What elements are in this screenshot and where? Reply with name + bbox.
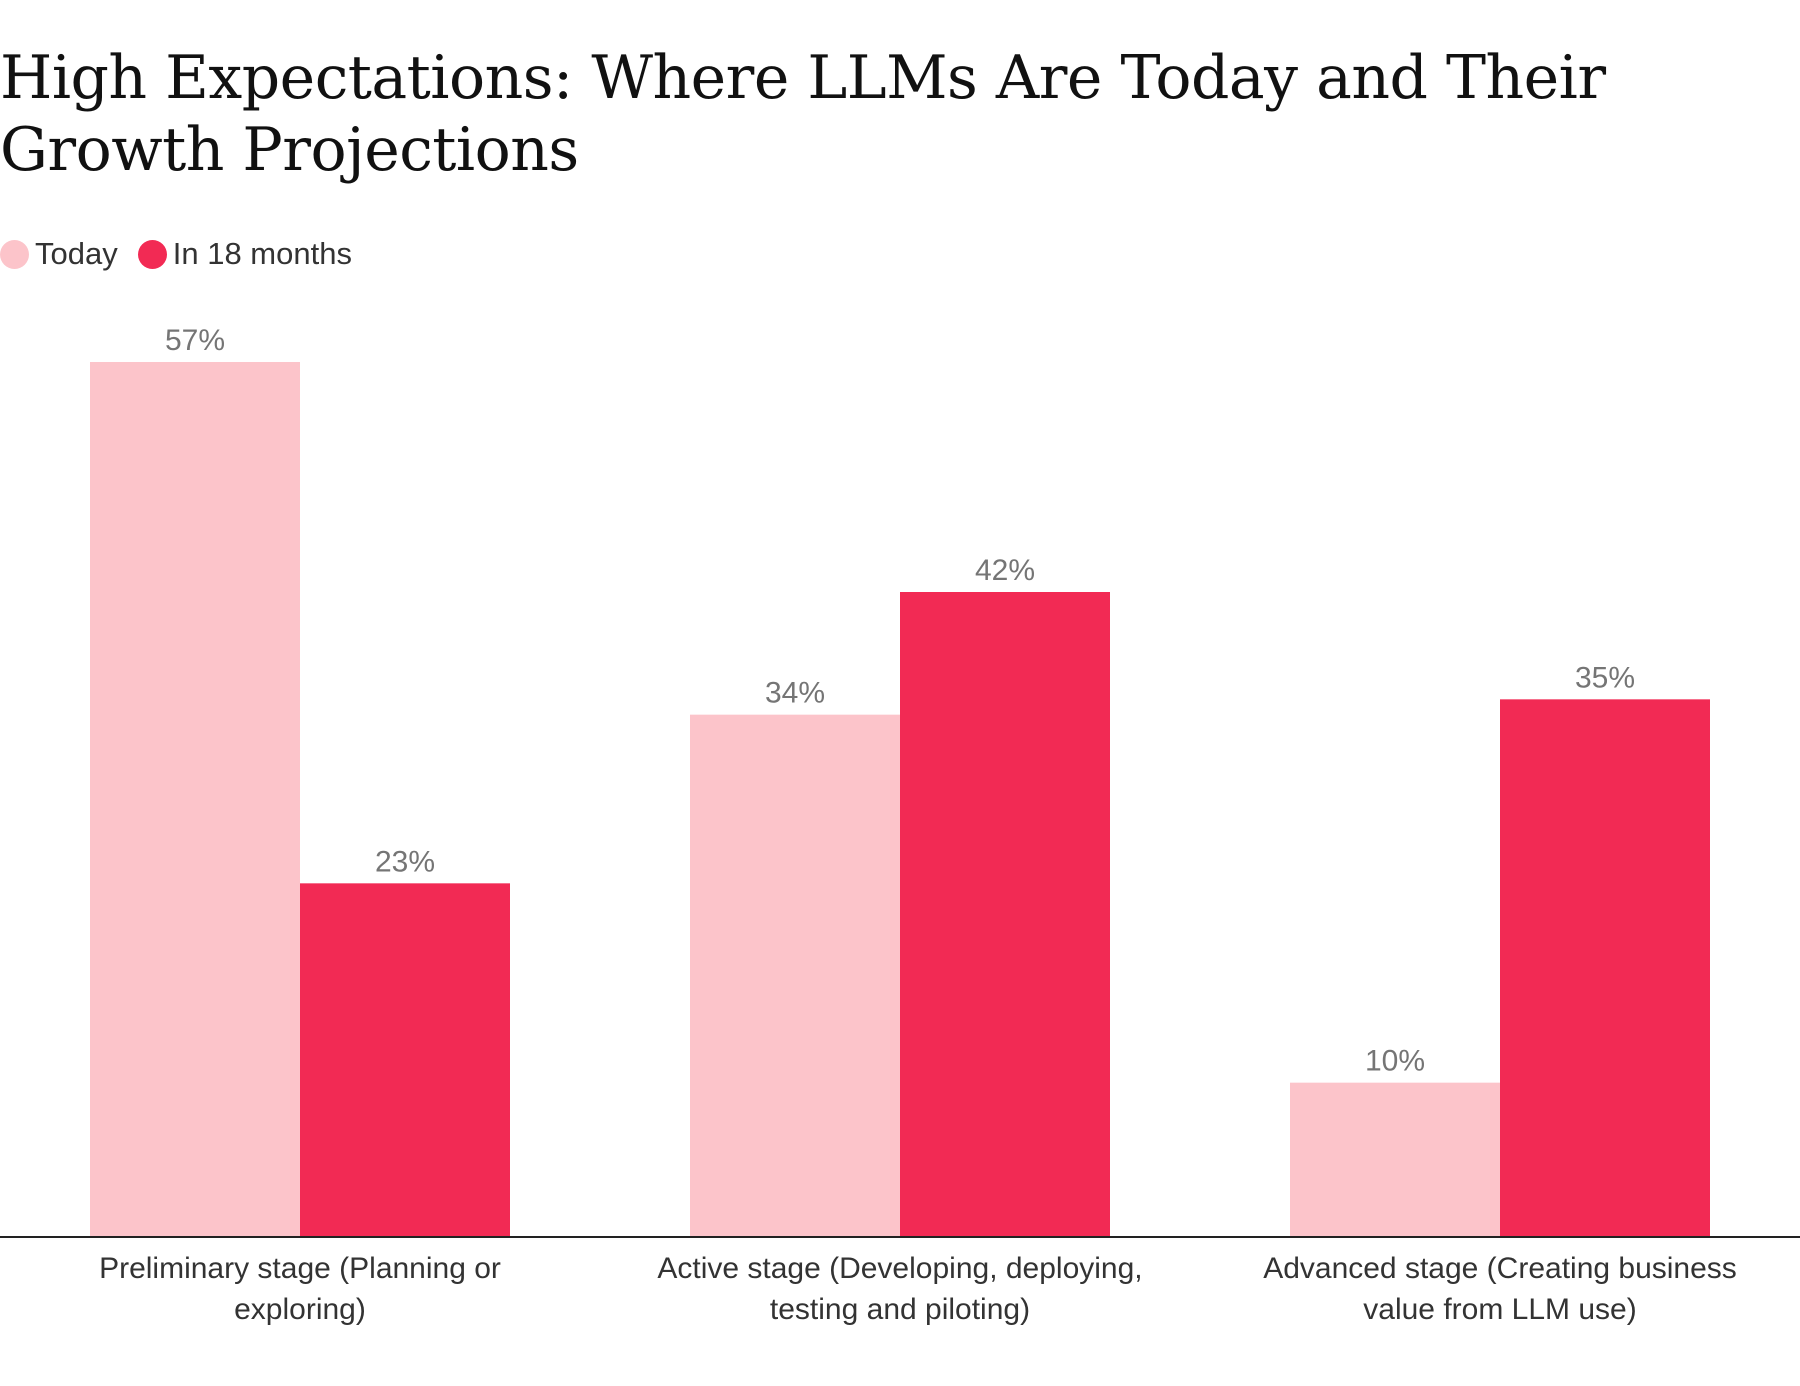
- chart-title: High Expectations: Where LLMs Are Today …: [0, 43, 1606, 185]
- x-tick-label-2-line-1: Active stage (Developing, deploying,: [657, 1252, 1142, 1285]
- legend-item-in-18-months[interactable]: In 18 months: [137, 236, 352, 272]
- legend-item-today[interactable]: Today: [0, 236, 118, 272]
- data-label-today-1: 57%: [165, 324, 225, 357]
- data-label-today-2: 34%: [765, 677, 825, 710]
- x-tick-label-2-line-2: testing and piloting): [770, 1293, 1030, 1326]
- legend: Today In 18 months: [0, 234, 372, 274]
- data-label-in-18-months-1: 23%: [375, 845, 435, 878]
- data-label-in-18-months-3: 35%: [1575, 661, 1635, 694]
- legend-marker-in-18-months: [137, 239, 167, 269]
- legend-label-in-18-months: In 18 months: [172, 236, 352, 271]
- x-tick-label-3-line-1: Advanced stage (Creating business: [1263, 1252, 1737, 1285]
- bar-today-2: [690, 714, 900, 1236]
- legend-marker-today: [0, 239, 29, 269]
- bar-in-18-months-1: [300, 883, 510, 1236]
- bar-in-18-months-2: [900, 592, 1110, 1236]
- x-tick-label-1-line-2: exploring): [234, 1293, 366, 1326]
- legend-label-today: Today: [35, 236, 118, 271]
- x-tick-label-3-line-2: value from LLM use): [1363, 1293, 1636, 1326]
- bar-today-3: [1290, 1082, 1500, 1236]
- bar-in-18-months-3: [1500, 699, 1710, 1236]
- data-label-in-18-months-2: 42%: [975, 554, 1035, 587]
- data-label-today-3: 10%: [1365, 1045, 1425, 1078]
- bar-today-1: [90, 362, 300, 1236]
- x-tick-label-1-line-1: Preliminary stage (Planning or: [99, 1252, 501, 1285]
